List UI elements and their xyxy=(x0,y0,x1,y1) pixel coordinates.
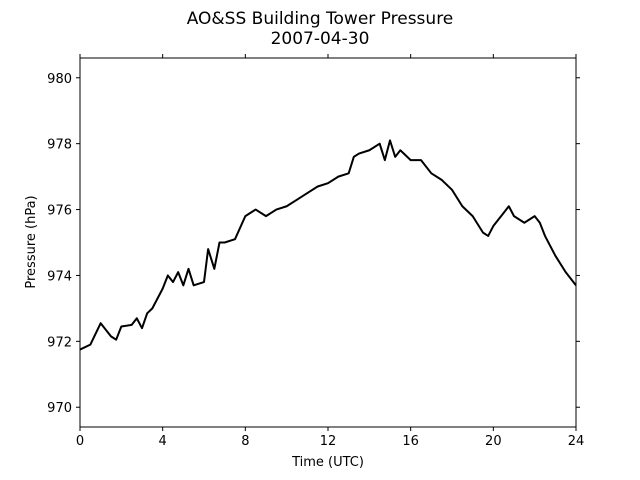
y-axis-label: Pressure (hPa) xyxy=(24,195,39,288)
y-tick-label: 970 xyxy=(47,401,72,416)
y-tick-label: 978 xyxy=(47,138,72,153)
chart-title: AO&SS Building Tower Pressure xyxy=(187,9,454,29)
x-tick-label: 4 xyxy=(159,434,167,449)
x-tick-label: 8 xyxy=(241,434,249,449)
x-tick-label: 16 xyxy=(402,434,419,449)
x-axis-label: Time (UTC) xyxy=(291,455,364,470)
y-tick-label: 980 xyxy=(47,72,72,87)
chart-subtitle: 2007-04-30 xyxy=(271,29,370,49)
y-tick-label: 976 xyxy=(47,204,72,219)
x-tick-label: 24 xyxy=(568,434,585,449)
x-tick-label: 0 xyxy=(76,434,84,449)
y-tick-label: 972 xyxy=(47,335,72,350)
x-tick-label: 12 xyxy=(320,434,337,449)
y-tick-label: 974 xyxy=(47,269,72,284)
data-line xyxy=(79,139,577,351)
x-tick-label: 20 xyxy=(485,434,502,449)
